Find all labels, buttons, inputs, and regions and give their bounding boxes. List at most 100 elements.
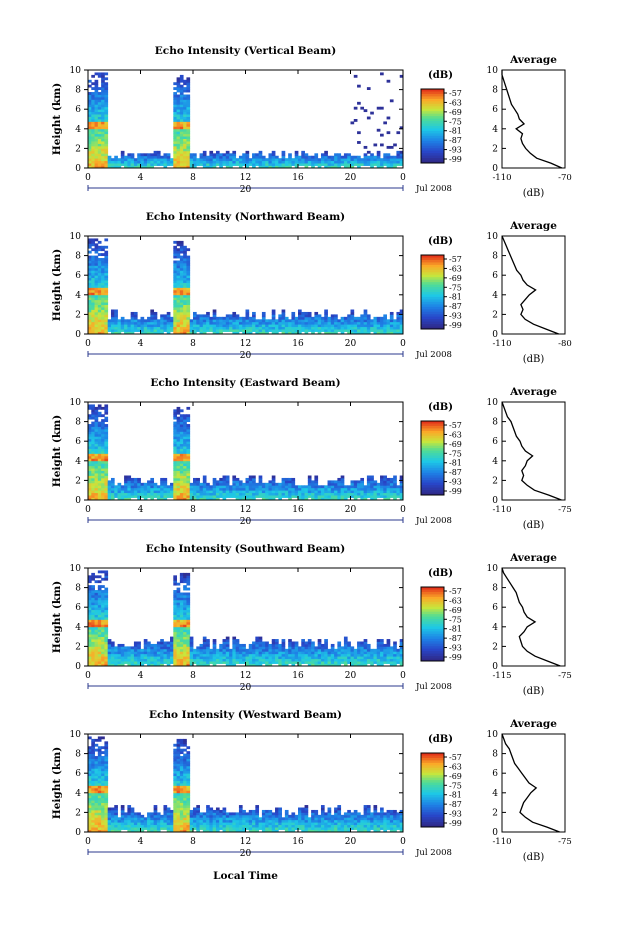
heatmap-cell xyxy=(232,495,237,498)
heatmap-cell xyxy=(114,155,118,159)
heatmap-cell xyxy=(91,406,95,410)
heatmap-cell xyxy=(91,148,95,152)
heatmap-cell xyxy=(183,602,187,606)
heatmap-cell xyxy=(376,106,381,110)
heatmap-cell xyxy=(186,158,191,162)
colorbar-segment xyxy=(421,423,444,427)
heatmap-cell xyxy=(238,158,243,162)
date-label: Jul 2008 xyxy=(415,682,452,692)
heatmap-cell xyxy=(186,79,191,83)
heatmap-cell xyxy=(130,827,135,830)
heatmap-cell xyxy=(163,658,168,662)
heatmap-cell xyxy=(150,165,155,169)
heatmap-cell xyxy=(88,641,92,645)
heatmap-cell xyxy=(166,495,171,498)
heatmap-cell xyxy=(104,783,109,786)
heatmap-cell xyxy=(222,487,227,491)
heatmap-cell xyxy=(215,490,220,494)
heatmap-cell xyxy=(271,661,276,664)
heatmap-cell xyxy=(166,329,171,332)
heatmap-cell xyxy=(265,482,269,486)
heatmap-cell xyxy=(307,480,312,484)
heatmap-cell xyxy=(212,155,217,159)
heatmap-cell xyxy=(396,321,401,325)
heatmap-cell xyxy=(366,658,371,662)
heatmap-cell xyxy=(238,163,243,166)
heatmap-cell xyxy=(209,160,214,164)
colorbar-segment xyxy=(421,492,444,496)
day-label: 20 xyxy=(240,683,252,693)
heatmap-cell xyxy=(104,621,109,625)
heatmap-cell xyxy=(94,448,99,452)
heatmap-cell xyxy=(156,160,161,164)
heatmap-cell xyxy=(101,158,105,162)
heatmap-cell xyxy=(127,646,132,650)
heatmap-cell xyxy=(104,438,109,442)
heatmap-cell xyxy=(235,324,240,328)
heatmap-cell xyxy=(324,314,328,318)
heatmap-cell xyxy=(232,648,237,652)
heatmap-cell xyxy=(94,255,99,259)
heatmap-cell xyxy=(88,104,92,108)
heatmap-cell xyxy=(258,656,263,660)
heatmap-cell xyxy=(91,609,95,613)
heatmap-cell xyxy=(242,487,246,491)
y-tick-label: 0 xyxy=(75,330,81,340)
heatmap-cell xyxy=(284,663,289,667)
heatmap-cell xyxy=(337,653,342,657)
heatmap-cell xyxy=(183,277,187,281)
heatmap-cell xyxy=(173,477,177,481)
heatmap-cell xyxy=(183,321,187,325)
heatmap-cell xyxy=(104,441,109,445)
heatmap-cell xyxy=(91,280,95,283)
heatmap-cell xyxy=(104,431,109,435)
heatmap-cell xyxy=(389,158,394,162)
heatmap-cell xyxy=(173,289,177,293)
heatmap-cell xyxy=(268,648,273,652)
heatmap-cell xyxy=(186,495,191,498)
heatmap-cell xyxy=(176,106,181,110)
heatmap-cell xyxy=(101,131,105,135)
heatmap-cell xyxy=(179,160,184,164)
heatmap-cell xyxy=(88,131,92,135)
heatmap-cell xyxy=(120,812,125,816)
heatmap-cell xyxy=(255,153,260,157)
heatmap-cell xyxy=(376,316,381,320)
heatmap-cell xyxy=(173,116,177,120)
heatmap-cell xyxy=(117,482,122,486)
heatmap-cell xyxy=(357,158,361,162)
heatmap-cell xyxy=(176,302,181,305)
heatmap-cell xyxy=(179,270,184,274)
colorbar-segment xyxy=(421,135,444,139)
heatmap-cell xyxy=(101,136,105,139)
heatmap-cell xyxy=(373,651,378,655)
heatmap-cell xyxy=(271,153,276,157)
heatmap-cell xyxy=(261,482,266,486)
heatmap-cell xyxy=(366,646,371,650)
heatmap-cell xyxy=(353,487,358,491)
heatmap-cell xyxy=(176,619,181,623)
heatmap-cell xyxy=(225,646,230,650)
day-label: 20 xyxy=(240,517,252,527)
heatmap-cell xyxy=(170,658,174,662)
heatmap-cell xyxy=(376,485,381,489)
heatmap-cell xyxy=(94,636,99,640)
heatmap-cell xyxy=(91,285,95,288)
heatmap-cell xyxy=(88,624,92,628)
heatmap-cell xyxy=(186,324,191,328)
colorbar-segment xyxy=(421,591,444,595)
heatmap-cell xyxy=(147,824,151,828)
heatmap-cell xyxy=(173,575,177,579)
heatmap-cell xyxy=(275,158,279,162)
heatmap-cell xyxy=(101,104,105,108)
heatmap-cell xyxy=(97,262,102,266)
heatmap-cell xyxy=(156,653,161,657)
heatmap-cell xyxy=(104,646,109,650)
heatmap-cell xyxy=(232,663,237,667)
heatmap-cell xyxy=(350,492,355,496)
heatmap-cell xyxy=(101,778,105,781)
heatmap-cell xyxy=(176,475,181,479)
panel-4: Echo Intensity (Southward Beam)0246810He… xyxy=(51,543,572,697)
heatmap-cell xyxy=(202,490,207,494)
heatmap-cell xyxy=(173,604,177,608)
